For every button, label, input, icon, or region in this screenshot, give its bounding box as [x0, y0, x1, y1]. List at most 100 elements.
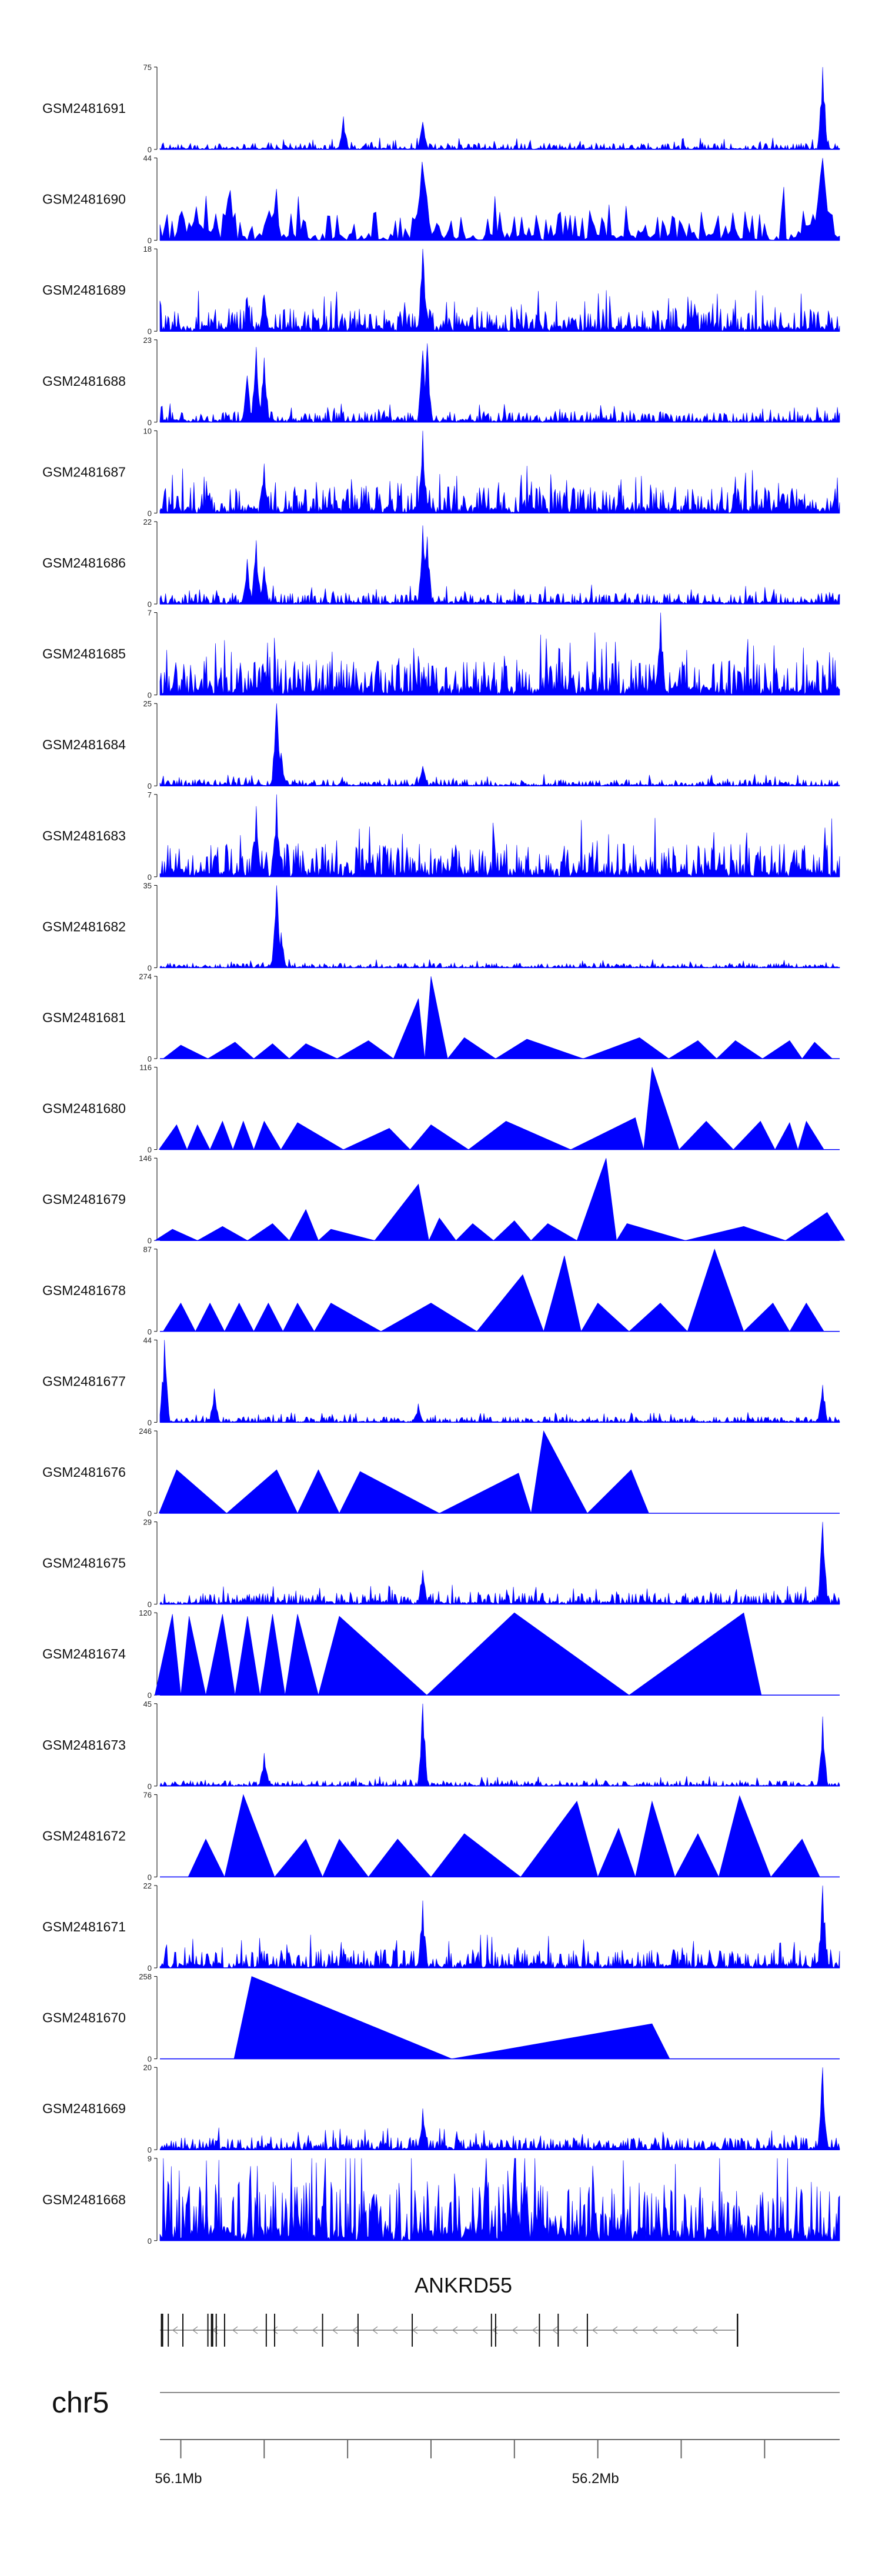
- track-label: GSM2481676: [42, 1464, 126, 1480]
- y-max-label: 44: [143, 154, 152, 163]
- track-GSM2481674: GSM2481674 120 0: [42, 1609, 840, 1700]
- coverage-area: [233, 1976, 670, 2059]
- coverage-area: [159, 612, 840, 696]
- gene-exon: [495, 2314, 496, 2347]
- y-min-label: 0: [148, 2055, 152, 2064]
- y-min-label: 0: [148, 2145, 152, 2154]
- y-min-label: 0: [148, 1327, 152, 1336]
- track-GSM2481690: GSM2481690 44 0: [42, 154, 840, 245]
- track-label: GSM2481684: [42, 737, 126, 752]
- coverage-area: [154, 1612, 762, 1696]
- y-min-label: 0: [148, 1873, 152, 1881]
- track-GSM2481688: GSM2481688 23 0: [42, 336, 840, 427]
- gene-exon: [182, 2314, 184, 2347]
- track-label: GSM2481672: [42, 1828, 126, 1843]
- y-min-label: 0: [148, 1146, 152, 1154]
- y-min-label: 0: [148, 691, 152, 700]
- track-GSM2481678: GSM2481678 87 0: [42, 1245, 840, 1336]
- coverage-area: [162, 976, 833, 1059]
- strand-arrow: [472, 2326, 478, 2334]
- track-label: GSM2481675: [42, 1556, 126, 1571]
- coverage-area: [159, 343, 840, 423]
- coverage-area: [158, 1430, 649, 1514]
- y-max-label: 35: [143, 881, 152, 890]
- gene-exon: [586, 2314, 588, 2347]
- y-min-label: 0: [148, 963, 152, 972]
- y-max-label: 274: [139, 972, 152, 981]
- strand-arrow: [512, 2326, 518, 2334]
- strand-arrow: [272, 2326, 278, 2334]
- coverage-area: [159, 249, 840, 332]
- strand-arrow: [432, 2326, 438, 2334]
- strand-arrow: [312, 2326, 318, 2334]
- strand-arrow: [712, 2326, 718, 2334]
- y-max-label: 9: [148, 2154, 152, 2163]
- strand-arrow: [612, 2326, 618, 2334]
- track-GSM2481673: GSM2481673 45 0: [42, 1700, 840, 1791]
- y-max-label: 7: [148, 790, 152, 799]
- track-label: GSM2481686: [42, 555, 126, 570]
- y-min-label: 0: [148, 236, 152, 245]
- y-min-label: 0: [148, 600, 152, 609]
- y-max-label: 120: [139, 1609, 152, 1617]
- track-label: GSM2481680: [42, 1101, 126, 1116]
- y-min-label: 0: [148, 1600, 152, 1609]
- y-max-label: 20: [143, 2063, 152, 2072]
- coverage-area: [159, 2067, 840, 2151]
- gene-exon: [539, 2314, 540, 2347]
- strand-arrow: [532, 2326, 538, 2334]
- track-label: GSM2481690: [42, 192, 126, 207]
- track-GSM2481691: GSM2481691 75 0: [42, 63, 840, 154]
- y-max-label: 87: [143, 1245, 152, 1254]
- coverage-area: [159, 794, 840, 877]
- strand-arrow: [652, 2326, 658, 2334]
- y-max-label: 116: [139, 1063, 152, 1072]
- y-min-label: 0: [148, 1509, 152, 1518]
- y-max-label: 146: [139, 1154, 152, 1163]
- y-min-label: 0: [148, 1782, 152, 1791]
- track-label: GSM2481668: [42, 2192, 126, 2207]
- strand-arrow: [372, 2326, 378, 2334]
- coverage-area: [159, 66, 840, 150]
- track-GSM2481675: GSM2481675 29 0: [42, 1518, 840, 1609]
- y-max-label: 45: [143, 1700, 152, 1709]
- y-max-label: 44: [143, 1336, 152, 1344]
- coverage-area: [154, 1158, 846, 1242]
- track-label: GSM2481681: [42, 1010, 126, 1025]
- gene-exon: [557, 2314, 559, 2347]
- strand-arrow: [252, 2326, 258, 2334]
- coverage-area: [159, 525, 840, 605]
- track-GSM2481682: GSM2481682 35 0: [42, 881, 840, 972]
- y-max-label: 76: [143, 1790, 152, 1799]
- track-GSM2481680: GSM2481680 116 0: [42, 1063, 840, 1154]
- strand-arrow: [172, 2326, 178, 2334]
- track-GSM2481679: GSM2481679 146 0: [42, 1154, 846, 1245]
- chromosome-label: chr5: [52, 2386, 109, 2419]
- strand-arrow: [192, 2326, 198, 2334]
- track-GSM2481689: GSM2481689 18 0: [42, 245, 840, 336]
- track-GSM2481677: GSM2481677 44 0: [42, 1336, 840, 1427]
- track-GSM2481676: GSM2481676 246 0: [42, 1427, 840, 1518]
- y-max-label: 22: [143, 518, 152, 526]
- y-max-label: 23: [143, 336, 152, 345]
- gene-exon: [223, 2314, 225, 2347]
- track-GSM2481670: GSM2481670 258 0: [42, 1973, 840, 2064]
- track-GSM2481681: GSM2481681 274 0: [42, 972, 840, 1063]
- y-max-label: 7: [148, 609, 152, 618]
- strand-arrow: [552, 2326, 558, 2334]
- gene-exon: [168, 2314, 169, 2347]
- coverage-area: [159, 885, 840, 969]
- strand-arrow: [632, 2326, 638, 2334]
- coverage-area: [159, 1703, 840, 1787]
- y-min-label: 0: [148, 1691, 152, 1700]
- gene-exon: [490, 2314, 492, 2347]
- gene-exon: [412, 2314, 413, 2347]
- gene-exon: [265, 2314, 267, 2347]
- y-min-label: 0: [148, 1418, 152, 1427]
- strand-arrow: [332, 2326, 338, 2334]
- track-label: GSM2481688: [42, 373, 126, 389]
- track-GSM2481683: GSM2481683 7 0: [42, 790, 840, 882]
- y-min-label: 0: [148, 145, 152, 154]
- track-GSM2481687: GSM2481687 10 0: [42, 426, 840, 518]
- track-label: GSM2481670: [42, 2010, 126, 2026]
